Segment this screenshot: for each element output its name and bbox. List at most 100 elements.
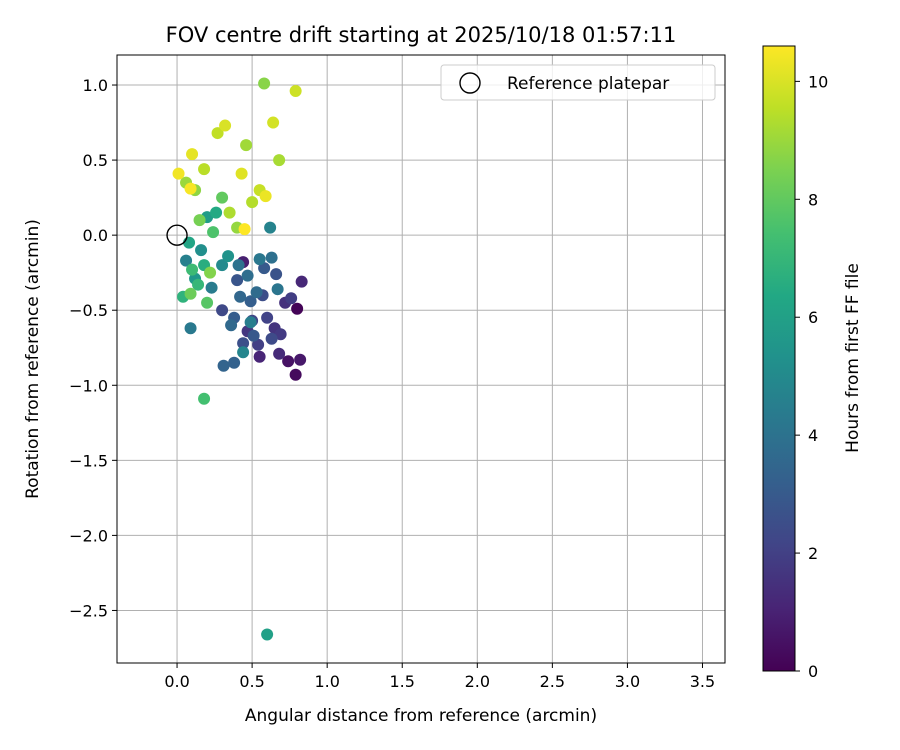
colorbar: 0 2 4 6 8 10 Hours from first FF file xyxy=(762,45,863,681)
colorbar-ticks: 0 2 4 6 8 10 xyxy=(795,72,828,681)
data-point xyxy=(193,214,206,227)
data-point xyxy=(216,259,229,272)
reference-platepar-marker xyxy=(166,224,188,246)
y-tick-label: −1.0 xyxy=(69,376,108,395)
data-point xyxy=(261,311,274,324)
data-point xyxy=(253,253,266,266)
chart-title: FOV centre drift starting at 2025/10/18 … xyxy=(166,23,677,47)
data-point xyxy=(234,290,247,303)
legend-marker-reference xyxy=(459,72,481,94)
data-point xyxy=(291,302,304,315)
colorbar-tick-label: 2 xyxy=(808,544,818,563)
data-point xyxy=(250,286,263,299)
data-point xyxy=(207,226,220,239)
colorbar-tick-label: 8 xyxy=(808,190,818,209)
data-point xyxy=(273,154,286,167)
data-point xyxy=(241,269,254,282)
legend-label-reference: Reference platepar xyxy=(507,74,669,94)
data-point xyxy=(192,278,205,291)
data-point xyxy=(237,346,250,359)
data-point xyxy=(246,196,259,209)
x-tick-label: 2.0 xyxy=(465,672,490,691)
data-point xyxy=(244,295,257,308)
data-point xyxy=(258,262,271,275)
data-point xyxy=(259,190,272,203)
x-tick-label: 2.5 xyxy=(540,672,565,691)
x-tick-label: 3.5 xyxy=(690,672,715,691)
data-point xyxy=(274,328,287,341)
data-point xyxy=(204,266,217,279)
data-point xyxy=(186,148,199,161)
data-point xyxy=(235,167,248,180)
data-point xyxy=(172,167,185,180)
x-tick-label: 0.5 xyxy=(239,672,264,691)
data-point xyxy=(216,191,229,204)
plot-frame xyxy=(116,54,726,664)
data-point xyxy=(186,263,199,276)
data-point xyxy=(289,85,302,98)
x-tick-label: 3.0 xyxy=(615,672,640,691)
data-point xyxy=(211,127,224,140)
data-point xyxy=(285,292,298,305)
data-point xyxy=(264,221,277,234)
grid xyxy=(117,55,725,663)
data-point xyxy=(225,319,238,332)
data-point xyxy=(247,329,260,342)
data-point xyxy=(198,392,211,405)
data-point xyxy=(240,139,253,152)
data-point xyxy=(228,356,241,369)
y-tick-label: 0.0 xyxy=(83,226,108,245)
data-point xyxy=(232,259,245,272)
data-point xyxy=(183,236,196,249)
data-point xyxy=(222,250,235,263)
data-point xyxy=(217,359,230,372)
colorbar-tick-label: 6 xyxy=(808,308,818,327)
y-tick-label: 1.0 xyxy=(83,76,108,95)
data-point xyxy=(184,287,197,300)
data-point xyxy=(294,353,307,366)
data-point xyxy=(295,275,308,288)
data-point xyxy=(210,206,223,219)
data-point xyxy=(237,337,250,350)
colorbar-label: Hours from first FF file xyxy=(843,263,863,453)
data-points xyxy=(166,77,308,641)
colorbar-tick-label: 10 xyxy=(808,72,828,91)
colorbar-tick-label: 0 xyxy=(808,662,818,681)
y-tick-label: −1.5 xyxy=(69,451,108,470)
data-point xyxy=(201,296,214,309)
x-tick-label: 1.0 xyxy=(314,672,339,691)
y-tick-label: −2.0 xyxy=(69,526,108,545)
y-axis-label: Rotation from reference (arcmin) xyxy=(23,219,43,499)
colorbar-tick-label: 4 xyxy=(808,426,818,445)
x-tick-label: 0.0 xyxy=(164,672,189,691)
x-axis-ticks: 0.0 0.5 1.0 1.5 2.0 2.5 3.0 3.5 xyxy=(164,663,715,691)
data-point xyxy=(244,316,257,329)
data-point xyxy=(219,119,232,132)
data-point xyxy=(205,281,218,294)
data-point xyxy=(238,223,251,236)
data-point xyxy=(252,338,265,351)
data-point xyxy=(231,274,244,287)
x-tick-label: 1.5 xyxy=(390,672,415,691)
x-axis-label: Angular distance from reference (arcmin) xyxy=(245,706,597,726)
data-point xyxy=(258,77,271,90)
data-point xyxy=(267,116,280,129)
y-tick-label: −0.5 xyxy=(69,301,108,320)
legend: Reference platepar xyxy=(440,64,716,101)
data-point xyxy=(273,347,286,360)
data-point xyxy=(195,244,208,257)
y-tick-label: 0.5 xyxy=(83,151,108,170)
data-point xyxy=(261,628,274,641)
data-point xyxy=(282,355,295,368)
data-point xyxy=(253,350,266,363)
data-point xyxy=(180,254,193,267)
data-point xyxy=(223,206,236,219)
legend-box xyxy=(440,64,716,101)
data-point xyxy=(289,368,302,381)
y-tick-label: −2.5 xyxy=(69,601,108,620)
data-point xyxy=(271,283,284,296)
data-point xyxy=(265,332,278,345)
y-axis-ticks: 1.0 0.5 0.0 −0.5 −1.0 −1.5 −2.0 −2.5 xyxy=(69,76,117,620)
